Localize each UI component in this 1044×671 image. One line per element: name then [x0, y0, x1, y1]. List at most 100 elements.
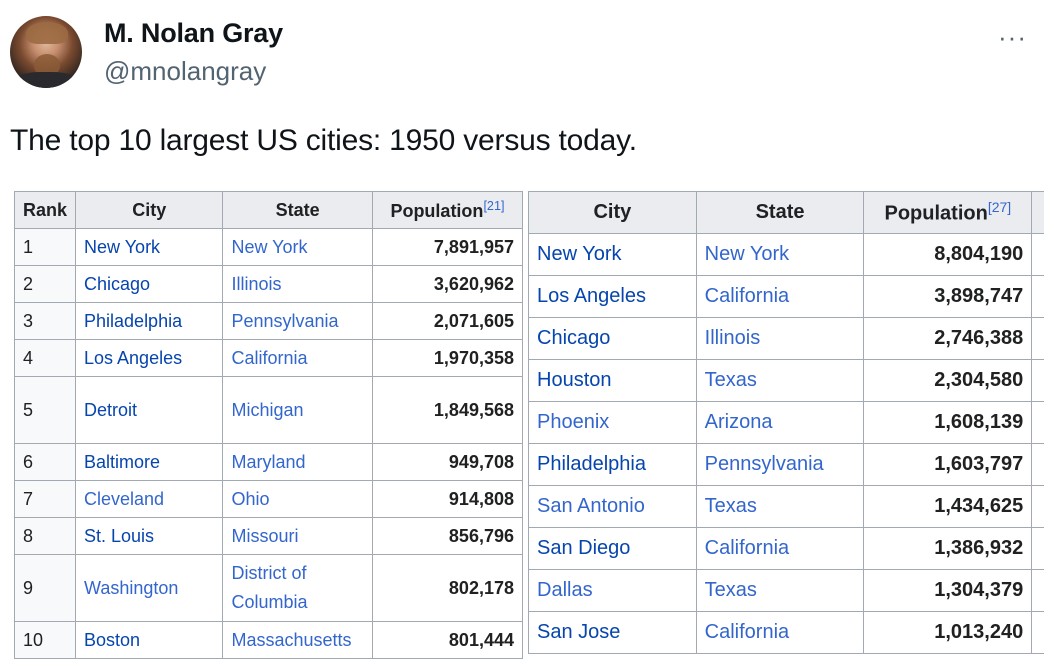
- cropped-column-cell: [1031, 233, 1044, 276]
- city-link[interactable]: Chicago: [528, 317, 697, 360]
- table-row: 4 Los Angeles California 1,970,358: [13, 339, 524, 377]
- city-link[interactable]: Washington: [75, 554, 224, 622]
- population-cell: 856,796: [371, 517, 524, 555]
- table-row: Chicago Illinois 2,746,388: [528, 317, 1044, 360]
- population-cell: 802,178: [371, 554, 524, 622]
- city-link[interactable]: San Diego: [528, 527, 697, 570]
- state-link[interactable]: Massachusetts: [222, 621, 373, 659]
- header-population-label: Population: [884, 202, 988, 225]
- table-row: 7 Cleveland Ohio 914,808: [13, 480, 524, 518]
- city-link[interactable]: Philadelphia: [528, 443, 697, 486]
- header-rank[interactable]: Rank: [13, 191, 77, 229]
- table-row: San Diego California 1,386,932: [528, 527, 1044, 570]
- population-cell: 801,444: [371, 621, 524, 659]
- population-cell: 1,304,379: [863, 569, 1033, 612]
- city-link[interactable]: San Antonio: [528, 485, 697, 528]
- population-cell: 1,608,139: [863, 401, 1033, 444]
- population-cell: 2,071,605: [371, 302, 524, 340]
- population-cell: 2,746,388: [863, 317, 1033, 360]
- state-link[interactable]: Texas: [695, 359, 865, 402]
- state-link[interactable]: California: [695, 611, 865, 654]
- table-row: 1 New York New York 7,891,957: [13, 228, 524, 266]
- cropped-column-cell: [1031, 401, 1044, 444]
- avatar-beard: [34, 54, 60, 76]
- table-row: New York New York 8,804,190: [528, 233, 1044, 276]
- population-ref-link[interactable]: [21]: [483, 198, 505, 213]
- table-row: 9 Washington District of Columbia 802,178: [13, 554, 524, 622]
- city-link[interactable]: Detroit: [75, 376, 224, 444]
- city-link[interactable]: Cleveland: [75, 480, 224, 518]
- city-link[interactable]: Baltimore: [75, 443, 224, 481]
- table-row: 8 St. Louis Missouri 856,796: [13, 517, 524, 555]
- cropped-column-cell: [1031, 611, 1044, 654]
- avatar-hair: [26, 22, 68, 44]
- state-link[interactable]: Pennsylvania: [695, 443, 865, 486]
- population-cell: 1,970,358: [371, 339, 524, 377]
- table-row: 5 Detroit Michigan 1,849,568: [13, 376, 524, 444]
- population-cell: 1,386,932: [863, 527, 1033, 570]
- state-link[interactable]: California: [695, 527, 865, 570]
- rank-cell: 2: [13, 265, 77, 303]
- rank-cell: 8: [13, 517, 77, 555]
- city-link[interactable]: Dallas: [528, 569, 697, 612]
- cropped-column-cell: [1031, 443, 1044, 486]
- city-link[interactable]: Phoenix: [528, 401, 697, 444]
- state-link[interactable]: Maryland: [222, 443, 373, 481]
- city-link[interactable]: San Jose: [528, 611, 697, 654]
- city-link[interactable]: Chicago: [75, 265, 224, 303]
- header-state[interactable]: State: [695, 191, 865, 234]
- table-row: 3 Philadelphia Pennsylvania 2,071,605: [13, 302, 524, 340]
- city-link[interactable]: Houston: [528, 359, 697, 402]
- city-link[interactable]: Philadelphia: [75, 302, 224, 340]
- state-link[interactable]: Arizona: [695, 401, 865, 444]
- state-link[interactable]: District of Columbia: [222, 554, 373, 622]
- cropped-column-cell: [1031, 485, 1044, 528]
- city-link[interactable]: Los Angeles: [528, 275, 697, 318]
- population-cell: 1,013,240: [863, 611, 1033, 654]
- state-link[interactable]: Pennsylvania: [222, 302, 373, 340]
- more-options-icon[interactable]: ···: [998, 22, 1027, 52]
- header-city[interactable]: City: [75, 191, 224, 229]
- table-row: 6 Baltimore Maryland 949,708: [13, 443, 524, 481]
- state-link[interactable]: Texas: [695, 485, 865, 528]
- table-row: 10 Boston Massachusetts 801,444: [13, 621, 524, 659]
- state-link[interactable]: California: [695, 275, 865, 318]
- state-link[interactable]: Texas: [695, 569, 865, 612]
- state-link[interactable]: California: [222, 339, 373, 377]
- header-population[interactable]: Population[21]: [371, 191, 524, 229]
- population-cell: 3,898,747: [863, 275, 1033, 318]
- table-row: Phoenix Arizona 1,608,139: [528, 401, 1044, 444]
- city-link[interactable]: St. Louis: [75, 517, 224, 555]
- table-row: Houston Texas 2,304,580: [528, 359, 1044, 402]
- state-link[interactable]: New York: [222, 228, 373, 266]
- tweet-text: The top 10 largest US cities: 1950 versu…: [10, 124, 637, 157]
- state-link[interactable]: New York: [695, 233, 865, 276]
- header-population[interactable]: Population[27]: [863, 191, 1033, 234]
- population-cell: 949,708: [371, 443, 524, 481]
- population-ref-link[interactable]: [27]: [987, 199, 1012, 216]
- table-row: 2 Chicago Illinois 3,620,962: [13, 265, 524, 303]
- city-link[interactable]: New York: [528, 233, 697, 276]
- city-link[interactable]: Boston: [75, 621, 224, 659]
- author-handle[interactable]: @mnolangray: [104, 56, 267, 86]
- header-state[interactable]: State: [222, 191, 373, 229]
- state-link[interactable]: Illinois: [695, 317, 865, 360]
- author-name[interactable]: M. Nolan Gray: [104, 18, 283, 48]
- state-link[interactable]: Illinois: [222, 265, 373, 303]
- table-row: Los Angeles California 3,898,747: [528, 275, 1044, 318]
- city-link[interactable]: Los Angeles: [75, 339, 224, 377]
- city-link[interactable]: New York: [75, 228, 224, 266]
- state-link[interactable]: Missouri: [222, 517, 373, 555]
- rank-cell: 7: [13, 480, 77, 518]
- author-avatar[interactable]: [10, 16, 82, 88]
- state-link[interactable]: Ohio: [222, 480, 373, 518]
- table-today-header-row: City State Population[27]: [528, 191, 1044, 234]
- population-cell: 1,849,568: [371, 376, 524, 444]
- header-population-label: Population: [390, 200, 484, 221]
- rank-cell: 5: [13, 376, 77, 444]
- cropped-column-cell: [1031, 275, 1044, 318]
- state-link[interactable]: Michigan: [222, 376, 373, 444]
- cropped-column-cell: [1031, 317, 1044, 360]
- population-cell: 2,304,580: [863, 359, 1033, 402]
- header-city[interactable]: City: [528, 191, 697, 234]
